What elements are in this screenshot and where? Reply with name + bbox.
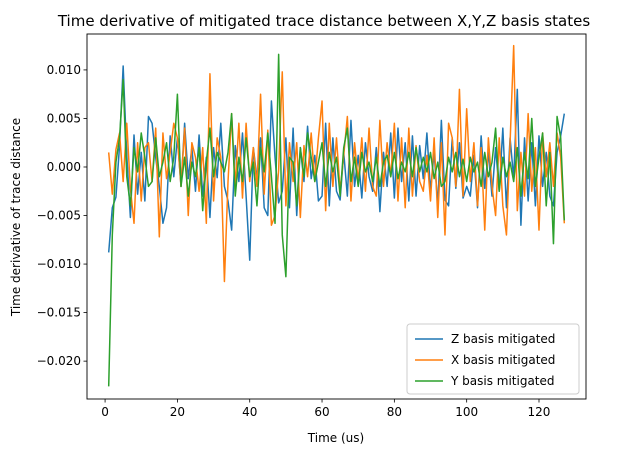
series-line-1 (107, 44, 566, 283)
legend: Z basis mitigated X basis mitigated Y basi… (406, 323, 580, 395)
axes-frame (86, 33, 587, 400)
x-tick-label: 40 (242, 405, 257, 419)
y-tick-label: −0.020 (37, 354, 81, 368)
y-axis-label: Time derivative of trace distance (9, 118, 23, 317)
legend-label-1: X basis mitigated (451, 353, 555, 367)
y-tick-label: 0.000 (47, 160, 81, 174)
y-tick-label: −0.015 (37, 306, 81, 320)
x-tick-label: 120 (528, 405, 551, 419)
chart-title: Time derivative of mitigated trace dista… (57, 12, 590, 30)
y-tick-label: 0.005 (47, 111, 81, 125)
legend-label-0: Z basis mitigated (451, 332, 555, 346)
y-tick-label: 0.010 (47, 63, 81, 77)
x-tick-label: 100 (455, 405, 478, 419)
x-tick-label: 0 (101, 405, 109, 419)
axis-ticks: 0 20 40 60 80 100 120 −0.020 −0.015 −0.010 −0.005 0… (37, 63, 551, 419)
series-line-2 (107, 53, 566, 387)
y-tick-label: −0.005 (37, 209, 81, 223)
x-axis-label: Time (us) (307, 431, 364, 445)
x-tick-label: 20 (170, 405, 185, 419)
legend-box (406, 323, 580, 395)
plot-area (107, 44, 566, 387)
y-tick-label: −0.010 (37, 257, 81, 271)
x-tick-label: 80 (387, 405, 402, 419)
legend-label-2: Y basis mitigated (450, 374, 555, 388)
x-tick-label: 60 (314, 405, 329, 419)
